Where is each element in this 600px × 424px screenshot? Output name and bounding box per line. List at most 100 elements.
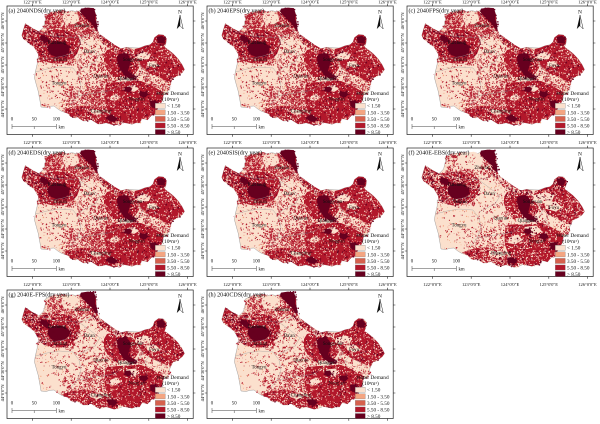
- svg-text:0: 0: [11, 402, 14, 407]
- svg-text:Water Demand: Water Demand: [156, 376, 189, 382]
- svg-text:50: 50: [32, 260, 37, 265]
- svg-text:> 8.50: > 8.50: [167, 414, 181, 420]
- svg-text:(108m3): (108m3): [362, 96, 379, 103]
- svg-text:100: 100: [253, 118, 261, 123]
- svg-text:5.50 - 8.50: 5.50 - 8.50: [167, 408, 190, 414]
- svg-text:46°0'0"N: 46°0'0"N: [200, 12, 205, 30]
- svg-text:Water Demand: Water Demand: [156, 91, 189, 97]
- svg-text:46°0'0"N: 46°0'0"N: [200, 296, 205, 314]
- svg-text:1.50 - 3.50: 1.50 - 3.50: [567, 110, 590, 116]
- svg-text:50: 50: [232, 260, 237, 265]
- svg-text:45°0'0"N: 45°0'0"N: [0, 56, 5, 74]
- svg-text:44°0'0"N: 44°0'0"N: [200, 384, 205, 402]
- svg-text:km: km: [59, 410, 65, 415]
- svg-text:124°0'0"E: 124°0'0"E: [501, 282, 520, 287]
- svg-text:125°0'0"E: 125°0'0"E: [140, 140, 159, 145]
- svg-text:5.50 - 8.50: 5.50 - 8.50: [167, 123, 190, 129]
- svg-text:3.50 - 5.50: 3.50 - 5.50: [367, 117, 390, 123]
- svg-text:(108m3): (108m3): [362, 238, 379, 245]
- svg-text:44°30'0"N: 44°30'0"N: [200, 219, 205, 239]
- svg-text:44°30'0"N: 44°30'0"N: [200, 77, 205, 97]
- svg-text:(a) 2040NDS(dry year): (a) 2040NDS(dry year): [9, 8, 66, 15]
- svg-text:3.50 - 5.50: 3.50 - 5.50: [167, 401, 190, 407]
- svg-text:> 8.50: > 8.50: [367, 414, 381, 420]
- svg-text:0: 0: [211, 260, 214, 265]
- svg-text:46°0'0"N: 46°0'0"N: [0, 12, 5, 30]
- svg-text:(e) 2040SIS(dry year): (e) 2040SIS(dry year): [209, 150, 262, 157]
- svg-text:122°0'0"E: 122°0'0"E: [223, 0, 242, 5]
- svg-text:3.50 - 5.50: 3.50 - 5.50: [167, 259, 190, 265]
- svg-text:Water Demand: Water Demand: [156, 233, 189, 239]
- svg-text:124°0'0"E: 124°0'0"E: [301, 140, 320, 145]
- svg-text:0: 0: [211, 118, 214, 123]
- svg-text:5.50 - 8.50: 5.50 - 8.50: [567, 266, 590, 272]
- svg-text:44°30'0"N: 44°30'0"N: [400, 77, 405, 97]
- svg-text:N: N: [378, 10, 382, 16]
- svg-text:km: km: [259, 267, 265, 272]
- svg-text:km: km: [459, 125, 465, 130]
- svg-text:126°0'0"E: 126°0'0"E: [178, 140, 197, 145]
- svg-text:(c) 2040FPS(dry year): (c) 2040FPS(dry year): [409, 8, 464, 15]
- svg-text:124°0'0"E: 124°0'0"E: [301, 0, 320, 5]
- svg-text:123°0'0"E: 123°0'0"E: [462, 140, 481, 145]
- svg-text:5.50 - 8.50: 5.50 - 8.50: [567, 123, 590, 129]
- svg-text:126°0'0"E: 126°0'0"E: [378, 140, 397, 145]
- svg-text:100: 100: [53, 118, 61, 123]
- svg-text:50: 50: [32, 118, 37, 123]
- svg-text:Water Demand: Water Demand: [356, 233, 389, 239]
- svg-text:3.50 - 5.50: 3.50 - 5.50: [367, 259, 390, 265]
- svg-text:50: 50: [32, 402, 37, 407]
- svg-text:45°0'0"N: 45°0'0"N: [0, 340, 5, 358]
- svg-text:45°30'0"N: 45°30'0"N: [200, 175, 205, 195]
- svg-text:0: 0: [411, 260, 414, 265]
- svg-text:126°0'0"E: 126°0'0"E: [578, 282, 597, 287]
- svg-text:(108m3): (108m3): [162, 381, 179, 388]
- svg-text:124°0'0"E: 124°0'0"E: [101, 0, 120, 5]
- svg-text:46°0'0"N: 46°0'0"N: [0, 154, 5, 172]
- svg-text:122°0'0"E: 122°0'0"E: [423, 0, 442, 5]
- svg-text:(h) 2040CDS(dry year): (h) 2040CDS(dry year): [209, 292, 266, 299]
- svg-text:126°0'0"E: 126°0'0"E: [178, 0, 197, 5]
- svg-text:< 1.50: < 1.50: [167, 246, 181, 252]
- svg-text:46°0'0"N: 46°0'0"N: [0, 296, 5, 314]
- svg-text:124°0'0"E: 124°0'0"E: [101, 140, 120, 145]
- svg-text:122°0'0"E: 122°0'0"E: [23, 140, 42, 145]
- svg-text:3.50 - 5.50: 3.50 - 5.50: [567, 259, 590, 265]
- svg-text:50: 50: [232, 118, 237, 123]
- svg-text:126°0'0"E: 126°0'0"E: [578, 140, 597, 145]
- svg-text:125°0'0"E: 125°0'0"E: [540, 0, 559, 5]
- svg-text:Water Demand: Water Demand: [556, 233, 589, 239]
- svg-text:0: 0: [211, 402, 214, 407]
- svg-text:(108m3): (108m3): [562, 96, 579, 103]
- svg-text:125°0'0"E: 125°0'0"E: [140, 0, 159, 5]
- svg-text:1.50 - 3.50: 1.50 - 3.50: [367, 110, 390, 116]
- svg-text:44°0'0"N: 44°0'0"N: [0, 100, 5, 118]
- svg-text:N: N: [178, 152, 182, 158]
- svg-text:5.50 - 8.50: 5.50 - 8.50: [367, 123, 390, 129]
- svg-text:126°0'0"E: 126°0'0"E: [378, 0, 397, 5]
- svg-text:45°0'0"N: 45°0'0"N: [200, 56, 205, 74]
- svg-text:125°0'0"E: 125°0'0"E: [540, 282, 559, 287]
- svg-text:125°0'0"E: 125°0'0"E: [340, 282, 359, 287]
- svg-text:< 1.50: < 1.50: [167, 388, 181, 394]
- svg-text:Water Demand: Water Demand: [356, 91, 389, 97]
- svg-text:km: km: [59, 125, 65, 130]
- svg-text:1.50 - 3.50: 1.50 - 3.50: [367, 252, 390, 258]
- svg-text:100: 100: [253, 402, 261, 407]
- svg-text:3.50 - 5.50: 3.50 - 5.50: [567, 117, 590, 123]
- svg-text:> 8.50: > 8.50: [167, 272, 181, 278]
- svg-text:100: 100: [453, 118, 461, 123]
- svg-text:N: N: [378, 294, 382, 300]
- svg-text:km: km: [459, 267, 465, 272]
- svg-text:1.50 - 3.50: 1.50 - 3.50: [167, 110, 190, 116]
- svg-text:(f) 2040E-EBS(dry year): (f) 2040E-EBS(dry year): [409, 150, 470, 157]
- svg-text:> 8.50: > 8.50: [167, 130, 181, 136]
- svg-text:45°0'0"N: 45°0'0"N: [400, 198, 405, 216]
- svg-text:122°0'0"E: 122°0'0"E: [423, 282, 442, 287]
- svg-text:1.50 - 3.50: 1.50 - 3.50: [367, 395, 390, 401]
- svg-text:100: 100: [453, 260, 461, 265]
- svg-text:(108m3): (108m3): [162, 238, 179, 245]
- svg-text:1.50 - 3.50: 1.50 - 3.50: [167, 252, 190, 258]
- svg-text:50: 50: [432, 118, 437, 123]
- svg-text:44°30'0"N: 44°30'0"N: [400, 219, 405, 239]
